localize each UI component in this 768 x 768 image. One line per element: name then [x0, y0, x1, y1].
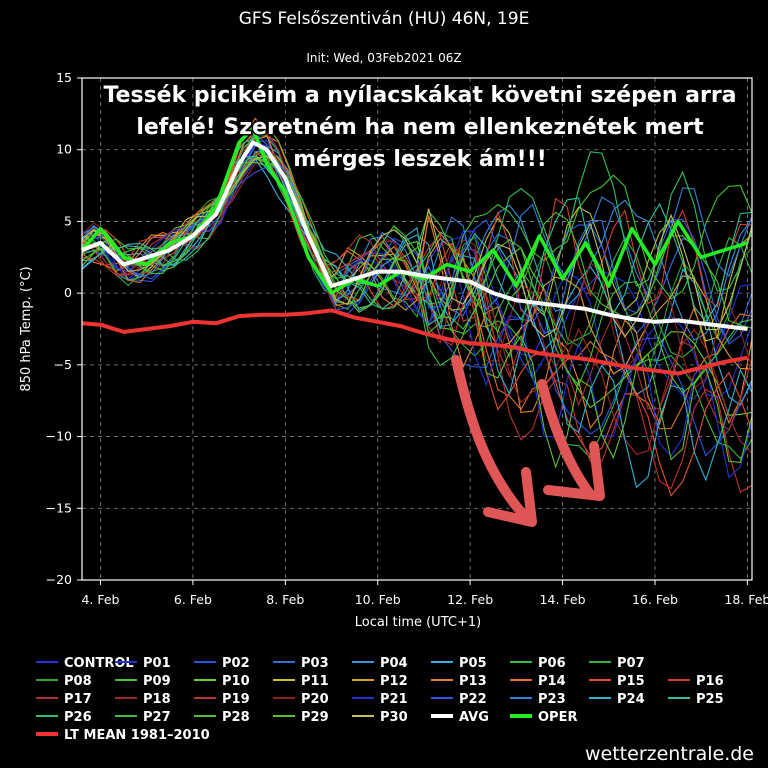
- x-tick-label: 6. Feb: [174, 592, 212, 607]
- x-tick-label: 4. Feb: [81, 592, 119, 607]
- member-line-p27: [81, 156, 753, 394]
- legend-label: P16: [696, 674, 724, 689]
- legend-label: P24: [617, 692, 645, 707]
- legend-label: P12: [380, 674, 408, 689]
- main-series: [80, 126, 748, 376]
- legend-label: CONTROL: [64, 656, 134, 671]
- legend-label: P21: [380, 692, 408, 707]
- ensemble-members: [81, 117, 753, 497]
- member-line-p24: [81, 155, 753, 489]
- member-line-p28: [81, 161, 753, 333]
- annotation-text: Tessék picikéim a nyílacskákat követni s…: [102, 82, 738, 174]
- plot-frame: [81, 77, 753, 581]
- x-tick-label: 16. Feb: [632, 592, 678, 607]
- member-line-p23: [81, 150, 753, 311]
- member-line-p26: [81, 136, 753, 310]
- member-line-p13: [81, 135, 753, 430]
- annotation-line-2: mérges leszek ám!!!: [293, 147, 547, 172]
- legend-label: P27: [143, 710, 171, 725]
- annotation-line-1: lefelé! Szeretném ha nem ellenkeznétek m…: [136, 115, 704, 140]
- y-tick-label: −20: [46, 572, 72, 587]
- x-tick-label: 12. Feb: [447, 592, 493, 607]
- legend-label: P08: [64, 674, 92, 689]
- legend-label: OPER: [538, 710, 577, 725]
- legend-label: P11: [301, 674, 329, 689]
- legend-label: P05: [459, 656, 487, 671]
- x-tick-label: 10. Feb: [355, 592, 401, 607]
- legend-label: P14: [538, 674, 566, 689]
- legend-label: P17: [64, 692, 92, 707]
- legend-label: P28: [222, 710, 250, 725]
- member-line-p17: [81, 128, 753, 431]
- member-line-p30: [81, 155, 753, 338]
- legend-label: P02: [222, 656, 250, 671]
- arrow-stroke-2: [537, 379, 595, 499]
- legend: CONTROL P01 P02 P03 P04 P05 P06 P07 P08 P09 P10 P11…: [36, 656, 724, 743]
- y-tick-label: −5: [54, 357, 72, 372]
- legend-label: P19: [222, 692, 250, 707]
- legend-label: P10: [222, 674, 250, 689]
- legend-label: P03: [301, 656, 329, 671]
- legend-label: P18: [143, 692, 171, 707]
- hand-drawn-arrows: [451, 355, 605, 527]
- legend-label: P07: [617, 656, 645, 671]
- legend-label: P04: [380, 656, 408, 671]
- y-tick-label: 0: [64, 285, 72, 300]
- legend-label: AVG: [459, 710, 489, 725]
- annotation-line-0: Tessék picikéim a nyílacskákat követni s…: [103, 83, 736, 108]
- y-tick-label: 5: [64, 213, 72, 228]
- series-line-avg: [81, 140, 748, 331]
- member-line-p29: [81, 158, 753, 469]
- y-ticks: 15 10 5 0 −5 −10 −15 −20: [46, 70, 82, 587]
- y-tick-label: −10: [46, 429, 72, 444]
- legend-label: P09: [143, 674, 171, 689]
- legend-label: P15: [617, 674, 645, 689]
- x-axis-label: Local time (UTC+1): [355, 615, 481, 630]
- credit-text: wetterzentrale.de: [585, 743, 754, 765]
- chart-subtitle: Init: Wed, 03Feb2021 06Z: [306, 51, 461, 65]
- member-line-p22: [81, 166, 753, 345]
- legend-label: P26: [64, 710, 92, 725]
- series-line-lt-mean-1981-2010: [81, 308, 748, 376]
- x-tick-label: 14. Feb: [540, 592, 586, 607]
- arrow-stroke-1: [483, 467, 537, 527]
- legend-label: P13: [459, 674, 487, 689]
- legend-label: P29: [301, 710, 329, 725]
- legend-label: P20: [301, 692, 329, 707]
- chart-title: GFS Felsőszentiván (HU) 46N, 19E: [239, 9, 530, 29]
- y-axis-label: 850 hPa Temp. (°C): [19, 266, 34, 391]
- y-tick-label: −15: [46, 500, 72, 515]
- legend-label: P25: [696, 692, 724, 707]
- member-line-p05: [81, 158, 753, 406]
- x-ticks: 4. Feb 6. Feb 8. Feb 10. Feb 12. Feb 14. Feb 1…: [81, 580, 768, 607]
- member-line-p21: [81, 142, 753, 479]
- member-line-p18: [81, 160, 753, 455]
- arrow-stroke-0: [451, 355, 533, 525]
- legend-label: P06: [538, 656, 566, 671]
- legend-label: LT MEAN 1981–2010: [64, 728, 210, 743]
- legend-label: P30: [380, 710, 408, 725]
- arrow-stroke-3: [543, 441, 605, 501]
- y-tick-label: 10: [56, 142, 72, 157]
- x-tick-label: 18. Feb: [724, 592, 768, 607]
- legend-label: P23: [538, 692, 566, 707]
- x-tick-label: 8. Feb: [266, 592, 304, 607]
- legend-label: P22: [459, 692, 487, 707]
- legend-label: P01: [143, 656, 171, 671]
- y-tick-label: 15: [56, 70, 72, 85]
